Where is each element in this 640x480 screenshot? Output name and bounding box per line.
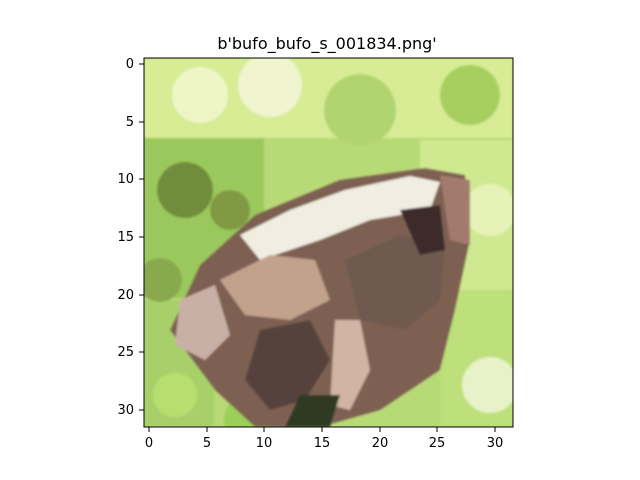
- x-tick-label-10: 10: [256, 436, 273, 451]
- image-area: [143, 57, 514, 428]
- y-tick-label-10: 10: [117, 172, 134, 187]
- x-tick-label-25: 25: [429, 436, 446, 451]
- x-tick-label-30: 30: [487, 436, 504, 451]
- x-tick-label-15: 15: [314, 436, 331, 451]
- y-axis: 0 5 10 15 20 25 30: [117, 57, 144, 418]
- y-tick-label-25: 25: [117, 345, 134, 360]
- x-tick-label-20: 20: [372, 436, 389, 451]
- y-tick-label-15: 15: [117, 230, 134, 245]
- plot-frame: [143, 57, 514, 428]
- y-tick-label-20: 20: [117, 288, 134, 303]
- x-tick-label-0: 0: [145, 436, 153, 451]
- y-tick-label-0: 0: [126, 57, 134, 72]
- toad-image: [144, 58, 513, 427]
- figure-title: b'bufo_bufo_s_001834.png': [217, 34, 436, 54]
- y-tick-label-30: 30: [117, 403, 134, 418]
- x-axis: 0 5 10 15 20 25 30: [145, 427, 503, 451]
- y-tick-label-5: 5: [126, 115, 134, 130]
- x-tick-label-5: 5: [203, 436, 211, 451]
